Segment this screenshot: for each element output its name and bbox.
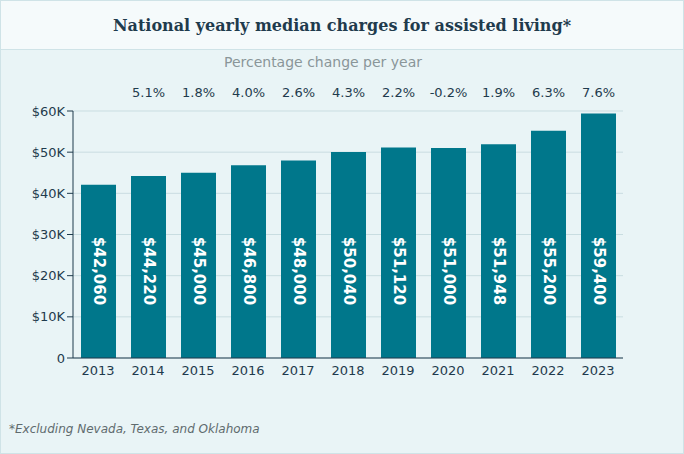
- svg-text:$42,060: $42,060: [90, 237, 108, 305]
- svg-text:5.1%: 5.1%: [132, 85, 165, 100]
- svg-text:$59,400: $59,400: [590, 237, 608, 305]
- svg-text:$51,948: $51,948: [490, 237, 508, 305]
- svg-text:2021: 2021: [481, 363, 514, 378]
- svg-text:2015: 2015: [181, 363, 214, 378]
- svg-text:$60K: $60K: [32, 104, 66, 119]
- html-text:Percentage change per year: Percentage change per year: [223, 54, 423, 70]
- svg-text:7.6%: 7.6%: [582, 85, 615, 100]
- svg-text:0: 0: [57, 351, 65, 366]
- svg-text:$44,220: $44,220: [140, 237, 158, 305]
- svg-text:2019: 2019: [381, 363, 414, 378]
- svg-text:4.0%: 4.0%: [232, 85, 265, 100]
- svg-text:$45,000: $45,000: [190, 237, 208, 305]
- svg-text:$40K: $40K: [32, 186, 66, 201]
- svg-text:2014: 2014: [131, 363, 164, 378]
- svg-text:$50,040: $50,040: [340, 237, 358, 305]
- svg-text:$20K: $20K: [32, 268, 66, 283]
- html-text:National yearly median charges: National yearly median charges for assis…: [112, 15, 572, 35]
- svg-text:4.3%: 4.3%: [332, 85, 365, 100]
- svg-text:$51,120: $51,120: [390, 237, 408, 305]
- svg-text:-0.2%: -0.2%: [430, 85, 468, 100]
- svg-text:2.2%: 2.2%: [382, 85, 415, 100]
- svg-text:$55,200: $55,200: [540, 237, 558, 305]
- svg-text:$46,800: $46,800: [240, 237, 258, 305]
- svg-text:$51,000: $51,000: [440, 237, 458, 305]
- svg-text:2020: 2020: [431, 363, 464, 378]
- svg-text:1.9%: 1.9%: [482, 85, 515, 100]
- svg-text:1.8%: 1.8%: [182, 85, 215, 100]
- svg-text:6.3%: 6.3%: [532, 85, 565, 100]
- svg-text:2017: 2017: [281, 363, 314, 378]
- svg-text:2023: 2023: [581, 363, 614, 378]
- svg-text:2.6%: 2.6%: [282, 85, 315, 100]
- svg-text:$30K: $30K: [32, 227, 66, 242]
- svg-text:2022: 2022: [531, 363, 564, 378]
- svg-text:$10K: $10K: [32, 309, 66, 324]
- svg-text:2016: 2016: [231, 363, 264, 378]
- svg-text:$48,000: $48,000: [290, 237, 308, 305]
- svg-text:2018: 2018: [331, 363, 364, 378]
- svg-text:2013: 2013: [81, 363, 114, 378]
- html-text:*Excluding Nevada, Texas, and: *Excluding Nevada, Texas, and Oklahoma: [9, 422, 260, 436]
- svg-text:$50K: $50K: [32, 145, 66, 160]
